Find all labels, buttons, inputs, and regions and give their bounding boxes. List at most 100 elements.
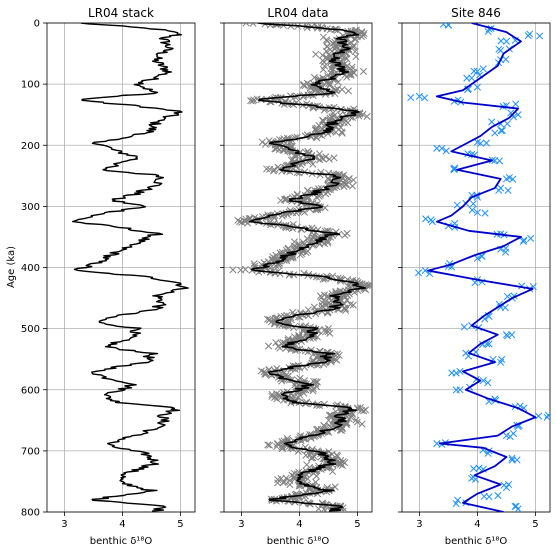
data-point (265, 441, 274, 449)
data-point (357, 406, 366, 414)
data-point (359, 110, 367, 118)
data-point (274, 475, 282, 484)
data-point (454, 496, 462, 504)
data-point (315, 402, 324, 410)
data-point (495, 157, 504, 165)
data-point (309, 160, 317, 168)
data-point (339, 507, 347, 512)
data-point (297, 337, 305, 345)
data-point (452, 369, 460, 377)
data-point (322, 190, 330, 198)
data-point (509, 175, 517, 183)
data-point (481, 209, 489, 217)
data-point (422, 215, 430, 223)
data-point (544, 411, 550, 419)
y-axis-label: Age (ka) (6, 246, 17, 288)
data-point (325, 79, 333, 88)
data-point (482, 139, 490, 147)
y-tick-label: 300 (21, 202, 40, 213)
panel-title: LR04 stack (88, 6, 154, 20)
data-point (326, 80, 334, 88)
data-point (352, 35, 360, 43)
data-point (336, 460, 345, 468)
data-point (323, 464, 331, 472)
data-point (333, 26, 341, 34)
data-point (249, 23, 257, 27)
data-point (336, 426, 344, 434)
data-point (352, 53, 360, 61)
data-point (294, 393, 302, 401)
data-point (502, 37, 511, 45)
data-point (355, 112, 363, 120)
data-point (237, 266, 245, 274)
data-point (344, 87, 352, 95)
data-point (313, 401, 321, 409)
data-point (321, 326, 329, 334)
data-point (287, 254, 295, 262)
data-point (502, 55, 510, 63)
data-point (261, 370, 269, 378)
data-point (338, 426, 346, 435)
x-tick-label: 4 (474, 519, 480, 530)
series-line-lr04-stack (71, 23, 189, 512)
data-point (495, 186, 503, 194)
data-point (543, 413, 550, 421)
panel-lr04-data: LR04 data benthic δ¹⁸O (267, 6, 330, 547)
data-point (249, 97, 257, 105)
data-point (511, 502, 519, 511)
data-point (513, 456, 521, 464)
data-point (439, 23, 447, 28)
data-point (229, 266, 237, 274)
data-point (295, 169, 303, 177)
data-point (341, 304, 349, 312)
data-point (415, 92, 423, 100)
data-point (286, 481, 294, 489)
data-point (271, 393, 279, 402)
data-point (484, 379, 492, 387)
data-point (524, 32, 532, 40)
data-point (319, 65, 327, 73)
data-point (360, 407, 368, 415)
data-point (500, 481, 508, 489)
data-point (349, 176, 357, 184)
data-point (504, 186, 512, 194)
data-point (310, 85, 318, 93)
data-point (326, 329, 334, 337)
data-point (480, 492, 488, 500)
data-point (503, 120, 511, 128)
data-point (279, 479, 287, 487)
y-tick-label: 500 (21, 324, 40, 335)
data-point (470, 67, 478, 75)
data-point (453, 201, 461, 209)
data-point (349, 301, 357, 309)
data-point (479, 377, 487, 385)
axes-1: 3 4 5 (220, 22, 373, 530)
data-point (331, 483, 339, 491)
x-tick-label: 5 (177, 519, 183, 530)
data-point (326, 81, 334, 90)
axes-2: 3 4 5 (398, 22, 551, 530)
data-point (473, 67, 481, 75)
data-point (313, 333, 321, 341)
data-point (485, 340, 493, 348)
data-point (497, 37, 505, 45)
data-point (352, 416, 360, 424)
data-point (272, 339, 280, 347)
data-point (343, 296, 351, 304)
data-point (488, 118, 496, 126)
x-tick-label: 5 (532, 519, 538, 530)
data-point (277, 196, 285, 205)
data-point (299, 81, 307, 89)
data-point (508, 331, 516, 339)
data-point (463, 74, 471, 82)
data-point (334, 78, 342, 86)
plot-area-1 (229, 23, 372, 512)
panel-site-846: Site 846 benthic δ¹⁸O (445, 6, 508, 547)
data-point (475, 464, 483, 472)
data-point (503, 292, 512, 301)
data-point (468, 206, 476, 214)
data-point (300, 208, 309, 216)
panel-lr04-stack: LR04 stack benthic δ¹⁸O (88, 6, 154, 547)
data-point (519, 237, 527, 245)
